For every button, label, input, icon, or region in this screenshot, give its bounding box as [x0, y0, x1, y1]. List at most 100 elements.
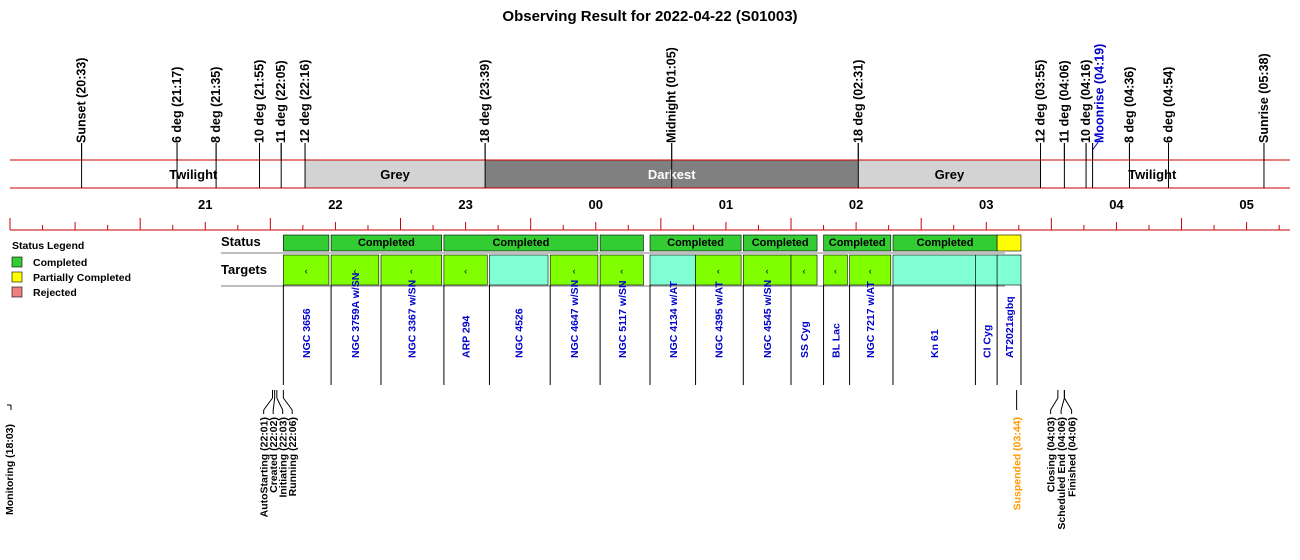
hour-tick-label: 01 — [719, 197, 733, 212]
status-block-partially_completed — [996, 234, 1022, 252]
status-legend: Status Legend Completed Partially Complete… — [11, 240, 131, 299]
hour-tick-label: 23 — [458, 197, 472, 212]
target-label: NGC 4545 w/SN — [762, 280, 774, 358]
system-event-leader — [1060, 397, 1065, 411]
sun-event-label: Sunset (20:33) — [75, 58, 89, 143]
target-block — [443, 254, 488, 286]
target-block — [790, 254, 818, 286]
target-label: NGC 5117 w/SN — [617, 280, 629, 358]
system-event-label: Initiating (22:03) — [278, 417, 290, 498]
sun-event-label: 12 deg (03:55) — [1034, 60, 1048, 143]
status-block-label: Completed — [667, 237, 724, 249]
system-event-label: AutoStarting (22:01) — [259, 417, 271, 517]
target-block — [489, 254, 549, 286]
target-marker: ‹ — [620, 266, 623, 276]
target-marker: ‹ — [573, 266, 576, 276]
sun-event-label: 12 deg (22:16) — [298, 60, 312, 143]
phase-label: Twilight — [1128, 167, 1177, 182]
status-block-label: Completed — [492, 237, 549, 249]
target-block — [849, 254, 892, 286]
hour-tick-label: 05 — [1239, 197, 1253, 212]
system-event-leader — [263, 397, 273, 411]
moonrise-label: Moonrise (04:19) — [1093, 44, 1107, 143]
target-label: NGC 3759A w/SN — [350, 273, 362, 358]
status-block-completed — [599, 234, 644, 252]
target-block — [892, 254, 976, 286]
sun-event-label: 6 deg (21:17) — [170, 67, 184, 143]
status-block-label: Completed — [358, 237, 415, 249]
target-label: SS Cyg — [799, 321, 811, 358]
system-event-label: Monitoring (18:03) — [4, 424, 16, 515]
system-event-leader — [1063, 397, 1073, 411]
target-label: NGC 3367 w/SN — [406, 280, 418, 358]
target-label: NGC 7217 w/AT — [865, 281, 877, 358]
legend-item-label: Rejected — [33, 287, 77, 299]
target-block — [823, 254, 848, 286]
system-event-leader — [282, 397, 293, 411]
target-marker: ‹ — [766, 266, 769, 276]
status-block-completed — [443, 234, 599, 252]
system-event-label: Running (22:06) — [287, 417, 299, 496]
target-marker: ‹ — [305, 266, 308, 276]
legend-swatch-completed — [11, 256, 23, 268]
target-block — [742, 254, 792, 286]
target-label: NGC 4526 — [514, 308, 526, 358]
target-block — [649, 254, 696, 286]
target-label: NGC 4395 w/AT — [713, 281, 725, 358]
legend-item-label: Partially Completed — [33, 272, 131, 284]
system-event-leader — [272, 397, 276, 411]
target-label: ARP 294 — [461, 315, 473, 358]
phase-label: Grey — [935, 167, 965, 182]
sun-event-label: 6 deg (04:54) — [1162, 67, 1176, 143]
system-event-label: Closing (04:03) — [1046, 417, 1058, 492]
hour-tick-label: 22 — [328, 197, 342, 212]
sun-event-label: 11 deg (04:06) — [1057, 60, 1071, 143]
target-marker: ‹ — [869, 266, 872, 276]
target-label: Kn 61 — [929, 329, 941, 358]
legend-item-label: Completed — [33, 257, 87, 269]
status-block-label: Completed — [917, 237, 974, 249]
target-block — [975, 254, 998, 286]
sun-event-label: 11 deg (22:05) — [274, 60, 288, 143]
target-block — [330, 254, 380, 286]
system-event-label: Created (22:02) — [268, 417, 280, 493]
system-event-leader — [1050, 397, 1059, 411]
sun-event-label: 8 deg (21:35) — [209, 67, 223, 143]
target-marker: ‹ — [410, 266, 413, 276]
hour-tick-label: 02 — [849, 197, 863, 212]
hour-tick-label: 04 — [1109, 197, 1124, 212]
phase-twilight-band — [1040, 160, 1264, 188]
phase-grey-band — [858, 160, 1041, 188]
suspended-label: Suspended (03:44) — [1012, 417, 1024, 510]
status-row-label: Status — [221, 234, 261, 249]
targets-row-label: Targets — [221, 262, 267, 277]
target-block — [599, 254, 644, 286]
hour-tick-label: 03 — [979, 197, 993, 212]
sun-event-label: 8 deg (04:36) — [1122, 67, 1136, 143]
status-block-completed — [283, 234, 330, 252]
target-marker: ‹ — [353, 266, 356, 276]
sun-event-label: Sunrise (05:38) — [1257, 53, 1271, 143]
phase-label: Twilight — [169, 167, 218, 182]
target-block — [695, 254, 742, 286]
target-block — [283, 254, 330, 286]
target-label: BL Lac — [830, 323, 842, 358]
status-block-completed — [649, 234, 742, 252]
phase-label: Grey — [380, 167, 410, 182]
chart-title: Observing Result for 2022-04-22 (S01003) — [502, 8, 797, 25]
target-block — [996, 254, 1022, 286]
night-phases-band: Twilight Grey Darkest Grey Twilight — [10, 143, 1290, 189]
legend-swatch-partially_completed — [11, 271, 23, 283]
sun-event-label: 10 deg (04:16) — [1079, 60, 1093, 143]
system-events-layer: Monitoring (18:03) AutoStarting (22:01)Cr… — [4, 390, 1079, 530]
target-marker: ‹ — [834, 266, 837, 276]
target-block — [380, 254, 443, 286]
sun-event-label: 18 deg (23:39) — [478, 60, 492, 143]
target-label: NGC 4647 w/SN — [569, 280, 581, 358]
status-and-targets-rows: Status Targets Completed Completed Completed… — [221, 234, 1022, 385]
target-label: CI Cyg — [981, 325, 993, 358]
sun-event-label: 18 deg (02:31) — [851, 60, 865, 143]
hour-tick-label: 00 — [589, 197, 603, 212]
sun-event-label: 10 deg (21:55) — [252, 60, 266, 143]
